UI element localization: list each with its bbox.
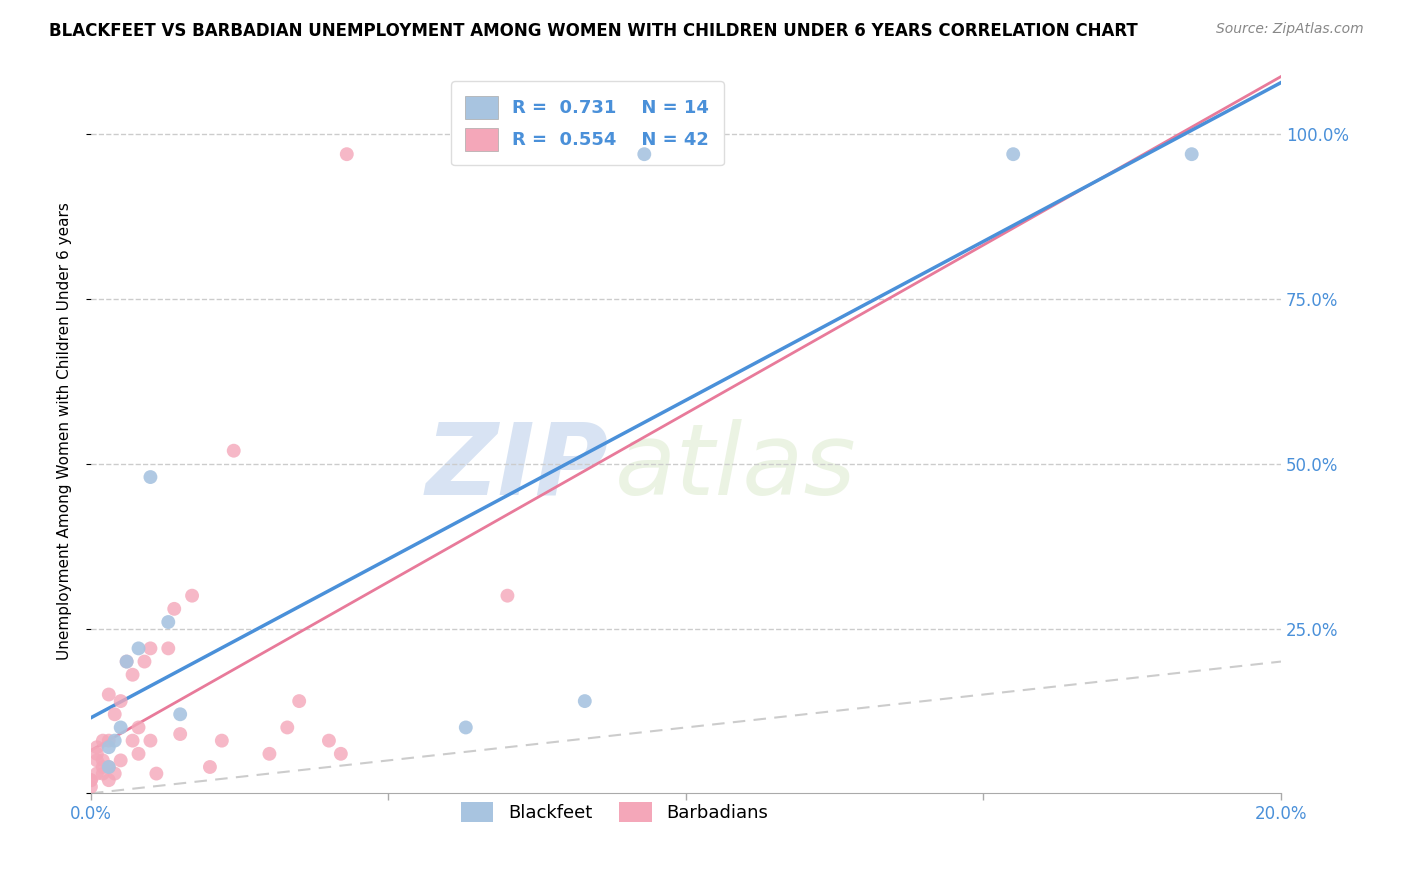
Point: [115, 655, 138, 669]
Point: [110, 694, 132, 708]
Point: [91, 766, 114, 780]
Point: [139, 470, 162, 484]
Point: [128, 641, 150, 656]
Point: [97, 760, 120, 774]
Text: Source: ZipAtlas.com: Source: ZipAtlas.com: [1216, 22, 1364, 37]
Point: [128, 747, 150, 761]
Text: atlas: atlas: [614, 418, 856, 516]
Point: [633, 147, 655, 161]
Point: [86, 766, 108, 780]
Point: [104, 766, 127, 780]
Text: ZIP: ZIP: [426, 418, 609, 516]
Point: [198, 760, 221, 774]
Point: [80, 773, 103, 788]
Point: [169, 727, 191, 741]
Point: [104, 707, 127, 722]
Point: [91, 753, 114, 767]
Point: [115, 655, 138, 669]
Point: [276, 721, 298, 735]
Point: [259, 747, 281, 761]
Point: [288, 694, 311, 708]
Point: [163, 602, 186, 616]
Point: [121, 667, 143, 681]
Point: [121, 733, 143, 747]
Point: [80, 773, 103, 788]
Point: [454, 721, 477, 735]
Legend: Blackfeet, Barbadians: Blackfeet, Barbadians: [449, 789, 780, 835]
Point: [181, 589, 204, 603]
Point: [97, 760, 120, 774]
Point: [134, 655, 156, 669]
Point: [157, 641, 180, 656]
Point: [139, 733, 162, 747]
Point: [1002, 147, 1025, 161]
Point: [104, 733, 127, 747]
Point: [91, 760, 114, 774]
Point: [336, 147, 359, 161]
Point: [80, 780, 103, 794]
Point: [97, 688, 120, 702]
Point: [139, 641, 162, 656]
Point: [145, 766, 167, 780]
Point: [86, 740, 108, 755]
Point: [86, 753, 108, 767]
Point: [211, 733, 233, 747]
Point: [91, 733, 114, 747]
Point: [318, 733, 340, 747]
Point: [97, 740, 120, 755]
Point: [128, 721, 150, 735]
Point: [1181, 147, 1204, 161]
Point: [110, 753, 132, 767]
Point: [97, 733, 120, 747]
Point: [97, 773, 120, 788]
Point: [157, 615, 180, 629]
Y-axis label: Unemployment Among Women with Children Under 6 years: Unemployment Among Women with Children U…: [58, 202, 72, 660]
Point: [86, 747, 108, 761]
Point: [329, 747, 352, 761]
Point: [169, 707, 191, 722]
Point: [496, 589, 519, 603]
Point: [574, 694, 596, 708]
Text: BLACKFEET VS BARBADIAN UNEMPLOYMENT AMONG WOMEN WITH CHILDREN UNDER 6 YEARS CORR: BLACKFEET VS BARBADIAN UNEMPLOYMENT AMON…: [49, 22, 1137, 40]
Point: [222, 443, 245, 458]
Point: [110, 721, 132, 735]
